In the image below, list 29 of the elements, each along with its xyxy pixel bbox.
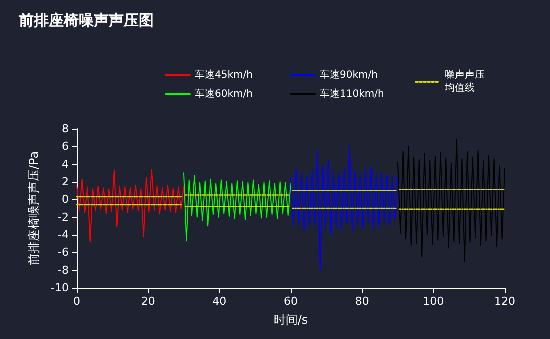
line-series xyxy=(184,172,292,242)
legend-label: 车速110km/h xyxy=(320,88,384,100)
x-tick-label: 120 xyxy=(494,295,516,308)
line-series xyxy=(290,146,398,271)
y-axis-title: 前排座椅噪声声压/Pa xyxy=(27,151,42,266)
y-tick-label: -2 xyxy=(58,210,69,224)
y-tick-label: -4 xyxy=(58,228,69,242)
y-tick-label: 4 xyxy=(62,158,69,171)
legend-label: 车速90km/h xyxy=(320,69,378,81)
y-tick-label: -8 xyxy=(58,264,69,277)
y-tick-label: -6 xyxy=(58,246,69,260)
y-tick-label: 0 xyxy=(62,193,69,206)
y-tick-label: 6 xyxy=(62,140,69,154)
x-tick-label: 100 xyxy=(423,295,444,308)
x-tick-label: 80 xyxy=(355,295,370,308)
chart-title: 前排座椅噪声声压图 xyxy=(18,12,154,30)
x-tick-label: 0 xyxy=(74,295,80,308)
line-series xyxy=(398,139,506,262)
x-tick-label: 20 xyxy=(141,295,156,308)
legend-label: 车速45km/h xyxy=(195,69,253,81)
y-tick-label: 8 xyxy=(62,122,69,136)
x-axis-title: 时间/s xyxy=(274,313,308,327)
legend-label: 车速60km/h xyxy=(195,88,253,100)
legend-label: 噪声声压均值线 xyxy=(444,69,485,94)
y-tick-label: -10 xyxy=(51,282,69,294)
x-tick-label: 60 xyxy=(284,295,298,308)
line-series xyxy=(76,169,184,243)
y-tick-label: 2 xyxy=(62,176,69,188)
x-tick-label: 40 xyxy=(212,295,227,308)
